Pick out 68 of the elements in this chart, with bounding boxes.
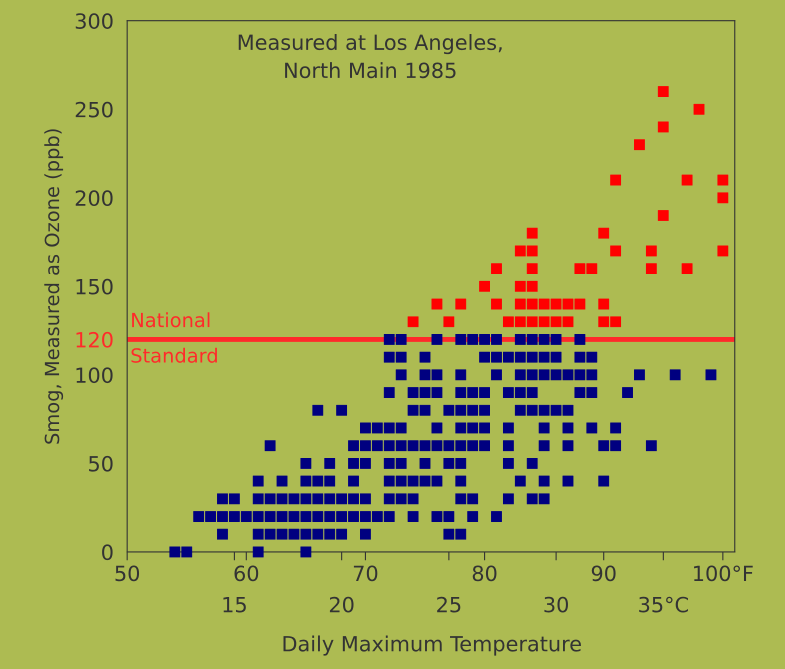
point <box>574 263 586 274</box>
point <box>682 263 693 274</box>
point <box>598 228 610 239</box>
x2-tick-label: 20 <box>330 596 354 612</box>
y-tick-label: 250 <box>76 102 113 118</box>
x-tick-label: 90 <box>592 565 616 582</box>
y-tick-label: 100 <box>76 367 113 384</box>
x-tick-label: 70 <box>354 565 378 582</box>
point <box>550 316 562 328</box>
text: Measured at Los Angeles, North Main 1985 <box>238 34 502 78</box>
x2-tick-label: 35°C <box>639 596 688 612</box>
y-tick-label: 300 <box>76 13 113 29</box>
ref-line-label: National Standard <box>131 312 217 363</box>
point <box>526 280 538 292</box>
point <box>646 245 657 256</box>
point <box>717 174 728 186</box>
x-tick-label: 80 <box>472 565 496 582</box>
point <box>502 316 514 328</box>
x2-tick-label: 30 <box>544 596 568 612</box>
point <box>550 298 562 310</box>
point <box>717 245 728 256</box>
point <box>598 316 610 328</box>
x2-tick-label: 25 <box>437 596 460 612</box>
point <box>658 86 669 97</box>
point <box>658 122 669 132</box>
point <box>717 192 728 204</box>
x-tick-label: 100°F <box>694 565 753 582</box>
point <box>455 298 466 310</box>
point <box>694 104 704 115</box>
point <box>526 245 538 256</box>
x-axis-title: Daily Maximum Temperature <box>284 635 581 656</box>
point <box>538 298 550 310</box>
point <box>610 245 622 256</box>
point <box>526 228 538 239</box>
point <box>598 298 610 310</box>
point <box>526 298 538 310</box>
point <box>491 263 502 274</box>
point <box>491 298 502 310</box>
point <box>586 263 598 274</box>
point <box>526 316 538 328</box>
y-axis-title: Smog, Measured as Ozone (ppb) <box>44 129 64 444</box>
point <box>682 174 693 186</box>
point <box>408 316 419 328</box>
y-tick-label: 150 <box>76 278 113 295</box>
point <box>479 280 490 292</box>
point <box>514 316 526 328</box>
point <box>431 298 442 310</box>
point <box>610 174 622 186</box>
x-tick-label: 50 <box>116 565 140 582</box>
x2-tick-label: 15 <box>223 597 246 612</box>
point <box>634 139 645 150</box>
point <box>562 316 574 328</box>
point <box>538 316 550 328</box>
y-tick-label: 200 <box>76 190 113 206</box>
y-tick-label: 120 <box>76 332 113 348</box>
y-tick-label: 0 <box>102 544 113 560</box>
point <box>646 263 657 274</box>
point <box>514 298 526 310</box>
point <box>514 280 526 292</box>
point <box>574 298 586 310</box>
point <box>526 263 538 274</box>
point <box>610 316 622 328</box>
point <box>443 316 454 328</box>
point <box>562 298 574 310</box>
y-tick-label: 50 <box>89 456 113 472</box>
point <box>658 210 669 221</box>
x-tick-label: 60 <box>234 565 258 582</box>
point <box>514 245 526 256</box>
